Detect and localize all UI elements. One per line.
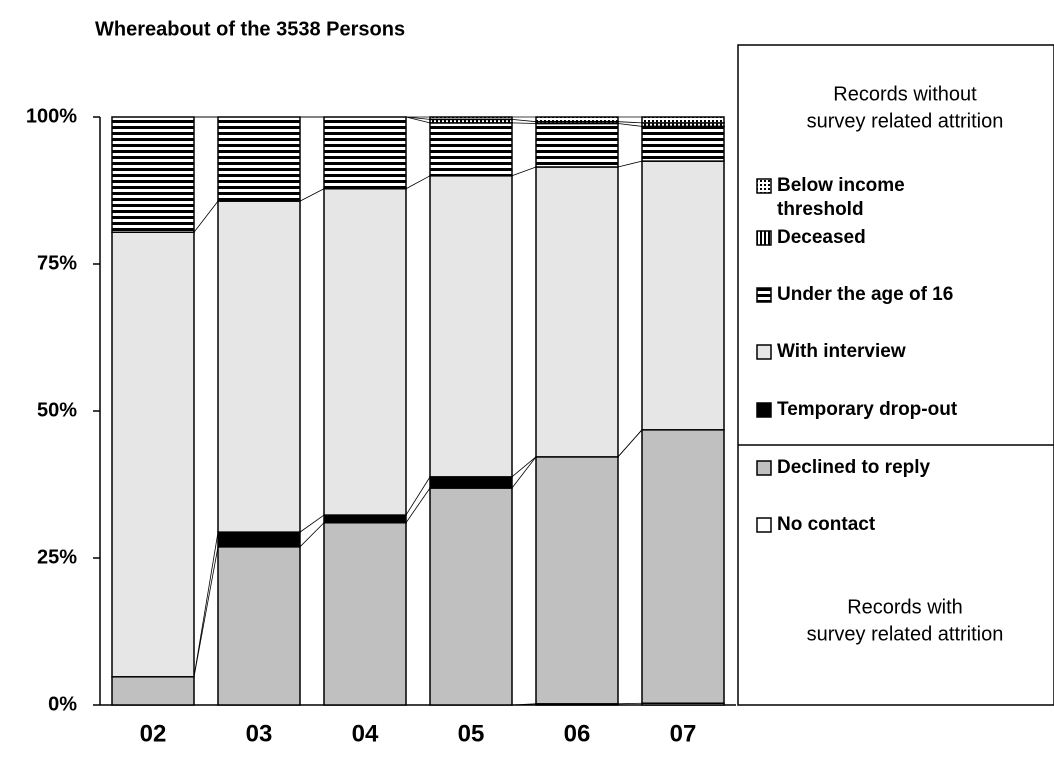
bar-segment (641, 125, 725, 162)
bar-segment (323, 514, 407, 524)
series-line (405, 116, 431, 124)
legend-swatch (756, 287, 772, 303)
bar-segment (535, 116, 619, 123)
legend-swatch (756, 344, 772, 360)
bar-segment (535, 166, 619, 458)
legend-note: Records with (847, 596, 963, 618)
series-line (405, 487, 431, 523)
bar-segment (217, 546, 301, 706)
bar-segment (641, 429, 725, 704)
series-line (511, 166, 537, 177)
legend-label: Temporary drop-out (777, 399, 958, 420)
series-line (617, 160, 643, 168)
legend-swatch (756, 460, 772, 476)
series-line (511, 456, 537, 489)
y-tick-label: 75% (37, 252, 77, 274)
series-line (511, 703, 537, 706)
legend-label: Deceased (777, 227, 866, 248)
legend-swatch (756, 230, 772, 246)
x-tick-label: 04 (352, 720, 379, 747)
x-tick-label: 05 (458, 720, 485, 747)
x-tick-label: 02 (140, 720, 167, 747)
x-tick-label: 03 (246, 720, 273, 747)
bar-segment (429, 487, 513, 706)
legend-label: No contact (777, 514, 876, 535)
chart-title: Whereabout of the 3538 Persons (95, 18, 405, 40)
bar-segment (429, 175, 513, 478)
legend-label: Declined to reply (777, 457, 931, 478)
series-line (193, 532, 219, 677)
series-line (193, 546, 219, 677)
y-tick-label: 50% (37, 399, 77, 421)
series-line (617, 121, 643, 124)
legend-swatch (756, 517, 772, 533)
series-line (617, 123, 643, 127)
bar-segment (217, 200, 301, 533)
y-tick-label: 0% (48, 693, 77, 715)
legend-note: survey related attrition (807, 110, 1004, 132)
legend-label: With interview (777, 341, 906, 362)
bar-segment (429, 122, 513, 177)
x-tick-label: 07 (670, 720, 697, 747)
legend-note: Records without (833, 83, 977, 105)
series-line (405, 476, 431, 516)
series-line (617, 429, 643, 458)
y-tick-label: 100% (26, 105, 77, 127)
legend-swatch (756, 402, 772, 418)
bar-segment (323, 187, 407, 516)
bar-segment (535, 122, 619, 168)
series-line (299, 522, 325, 548)
series-line (511, 456, 537, 478)
bar-segment (111, 676, 195, 706)
series-line (511, 118, 537, 123)
bar-segment (429, 476, 513, 489)
legend-label: Under the age of 16 (777, 284, 953, 305)
series-line (511, 122, 537, 124)
legend-note: survey related attrition (807, 623, 1004, 645)
series-line (193, 200, 219, 233)
bar-segment (429, 116, 513, 121)
x-tick-label: 06 (564, 720, 591, 747)
bar-segment (641, 160, 725, 431)
bar-segment (217, 531, 301, 548)
series-line (405, 175, 431, 190)
bar-segment (535, 456, 619, 705)
bar-segment (111, 231, 195, 678)
legend-swatch (756, 178, 772, 194)
bar-segment (323, 521, 407, 706)
legend-label: Below income threshold (777, 175, 905, 220)
y-tick-label: 25% (37, 546, 77, 568)
legend-box (737, 44, 1054, 706)
series-line (617, 702, 643, 705)
bar-segment (641, 116, 725, 124)
bar-segment (111, 116, 195, 233)
series-line (299, 188, 325, 202)
series-line (299, 514, 325, 533)
bar-segment (323, 116, 407, 190)
bar-segment (217, 116, 301, 202)
